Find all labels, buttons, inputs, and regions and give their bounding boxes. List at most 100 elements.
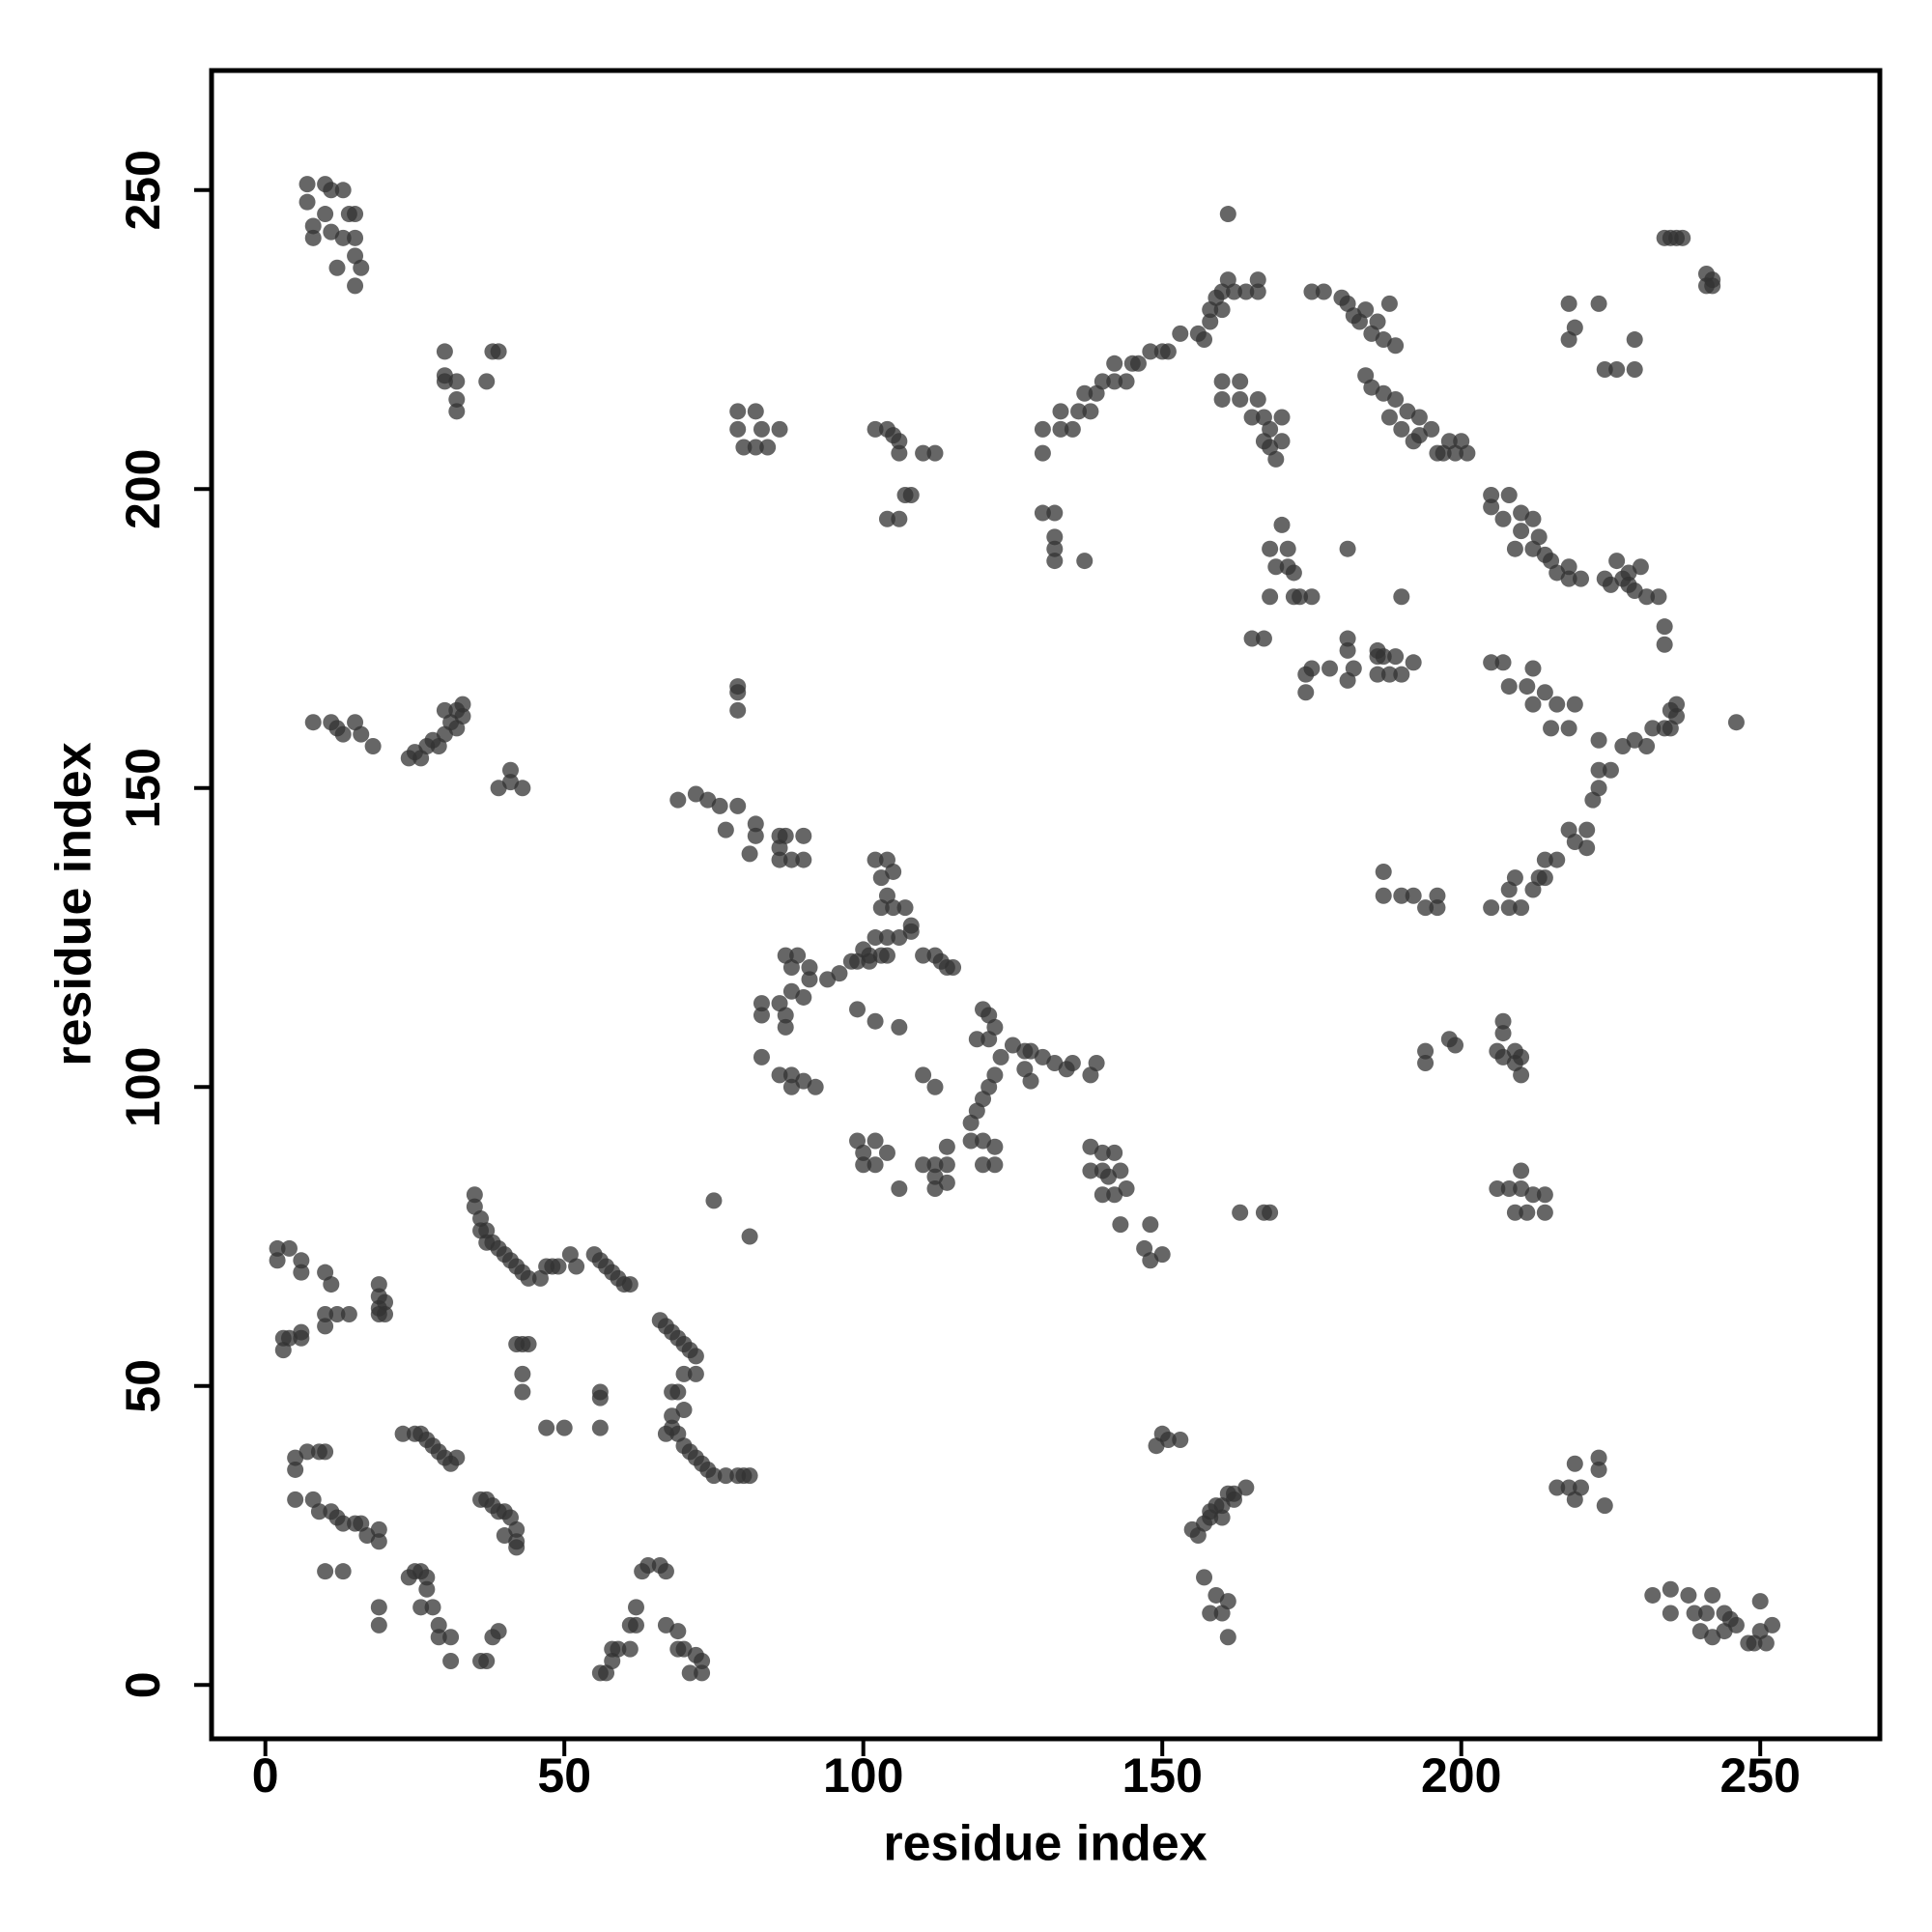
point xyxy=(1536,851,1553,868)
point xyxy=(1213,390,1231,408)
point xyxy=(1596,360,1613,378)
point xyxy=(891,1180,908,1198)
point xyxy=(478,373,496,390)
point xyxy=(1267,450,1285,468)
point xyxy=(747,439,764,456)
point xyxy=(448,403,466,420)
point xyxy=(1704,1586,1721,1604)
point xyxy=(1650,588,1667,606)
point xyxy=(334,1515,352,1532)
point xyxy=(304,217,322,235)
x-tick-label: 200 xyxy=(1421,1748,1501,1803)
point xyxy=(1626,360,1643,378)
point xyxy=(1232,373,1249,390)
point xyxy=(891,510,908,527)
point xyxy=(1046,553,1064,570)
point xyxy=(1262,540,1279,557)
point xyxy=(1213,1509,1231,1526)
point xyxy=(370,1276,387,1293)
point xyxy=(945,958,962,976)
point xyxy=(962,1114,980,1131)
point xyxy=(269,1252,286,1269)
point xyxy=(1483,899,1500,917)
point xyxy=(1369,641,1386,659)
point xyxy=(430,1629,447,1646)
point xyxy=(501,761,519,779)
point xyxy=(1519,678,1536,696)
point xyxy=(1429,899,1446,917)
point xyxy=(1339,630,1356,647)
point xyxy=(442,1629,460,1646)
point xyxy=(1626,331,1643,349)
point xyxy=(782,958,800,976)
point xyxy=(304,714,322,731)
point xyxy=(962,1132,980,1150)
point xyxy=(1644,1586,1662,1604)
point xyxy=(867,929,884,947)
point xyxy=(1417,1055,1435,1072)
point xyxy=(1662,1605,1679,1622)
point xyxy=(418,1569,436,1586)
point xyxy=(1225,1485,1242,1502)
point xyxy=(1380,666,1398,683)
point xyxy=(377,1306,394,1323)
point xyxy=(1387,337,1405,355)
point xyxy=(867,1012,884,1030)
point xyxy=(304,229,322,246)
point xyxy=(1303,283,1321,300)
point xyxy=(1387,648,1405,666)
point xyxy=(1099,1168,1117,1185)
point xyxy=(1106,373,1123,390)
point xyxy=(669,1383,687,1401)
point xyxy=(1118,373,1135,390)
point xyxy=(478,1653,496,1670)
point xyxy=(1674,229,1691,246)
point xyxy=(1052,420,1069,438)
point xyxy=(1148,1437,1165,1455)
point xyxy=(1255,433,1272,450)
point xyxy=(1638,737,1656,754)
point xyxy=(1500,486,1518,503)
x-axis-label: residue index xyxy=(883,1816,1207,1872)
point xyxy=(771,851,788,868)
point xyxy=(1202,1605,1219,1622)
point xyxy=(627,1616,644,1634)
point xyxy=(1070,403,1088,420)
point xyxy=(878,947,895,964)
point xyxy=(669,1623,687,1640)
point xyxy=(926,1156,944,1174)
point xyxy=(867,420,884,438)
point xyxy=(1273,409,1291,426)
point xyxy=(885,899,902,917)
point xyxy=(370,1599,387,1616)
point xyxy=(1213,373,1231,390)
point xyxy=(1249,390,1266,408)
point xyxy=(867,1132,884,1150)
point xyxy=(878,510,895,527)
point xyxy=(1046,528,1064,546)
point xyxy=(293,1264,310,1281)
point xyxy=(436,701,453,719)
point xyxy=(747,827,764,844)
point xyxy=(1285,564,1302,582)
point xyxy=(448,1449,466,1466)
y-tick-label: 50 xyxy=(116,1359,170,1413)
point xyxy=(1405,887,1422,904)
point xyxy=(1590,295,1607,312)
point xyxy=(1638,588,1656,606)
point xyxy=(1697,1605,1715,1622)
point xyxy=(280,1239,298,1257)
point xyxy=(1153,1246,1171,1264)
point xyxy=(1339,671,1356,689)
point xyxy=(664,1407,681,1425)
point xyxy=(1524,660,1542,677)
point xyxy=(520,1335,537,1352)
point xyxy=(317,206,334,223)
point xyxy=(1339,540,1356,557)
point xyxy=(1118,1180,1135,1198)
point xyxy=(1213,1605,1231,1622)
point xyxy=(1757,1634,1775,1652)
point xyxy=(1536,1186,1553,1204)
point xyxy=(1590,1461,1607,1478)
point xyxy=(1129,355,1147,372)
